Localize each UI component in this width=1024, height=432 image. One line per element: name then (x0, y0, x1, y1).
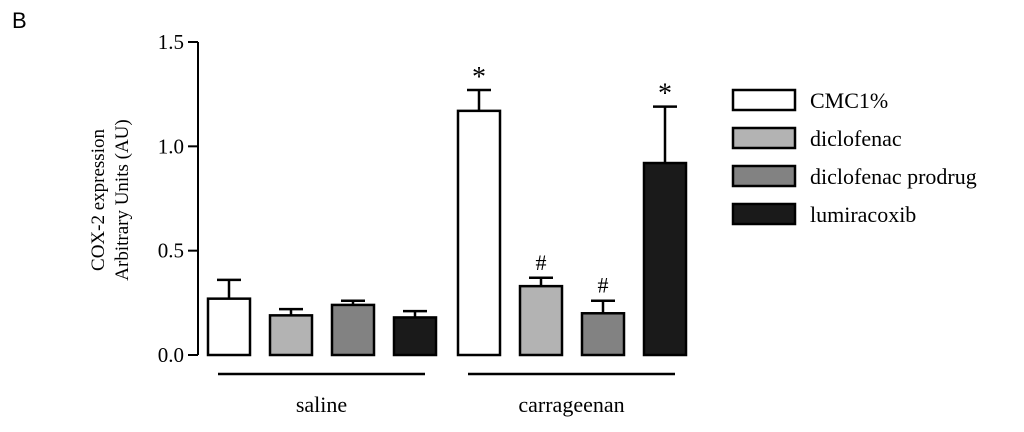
panel-label: B (12, 8, 27, 33)
significance-marker: # (598, 273, 609, 298)
bar (206, 297, 252, 357)
legend-label: diclofenac (810, 126, 902, 151)
legend-label: lumiracoxib (810, 202, 916, 227)
y-axis: 0.0 0.5 1.0 1.5 (158, 30, 199, 367)
legend-swatch (731, 126, 797, 150)
group-label: carrageenan (518, 392, 624, 417)
bar (580, 312, 626, 357)
significance-marker: * (472, 62, 486, 93)
bar (268, 314, 314, 357)
y-axis-label-line1: COX-2 expression (88, 129, 109, 271)
legend-label: diclofenac prodrug (810, 164, 977, 189)
significance-marker: # (536, 250, 547, 275)
legend-swatch (731, 164, 797, 188)
y-tick-label: 1.0 (158, 134, 184, 158)
bars: * # # * (206, 62, 688, 357)
bar (392, 316, 438, 357)
bar (330, 303, 376, 357)
significance-marker: * (658, 79, 672, 110)
legend-label: CMC1% (810, 88, 888, 113)
legend: CMC1% diclofenac diclofenac prodrug lumirac… (731, 88, 977, 227)
y-tick-label: 0.5 (158, 239, 184, 263)
y-tick-label: 0.0 (158, 343, 184, 367)
legend-swatch (731, 202, 797, 226)
bar (518, 284, 564, 357)
group-label: saline (296, 392, 347, 417)
bar (642, 161, 688, 357)
legend-swatch (731, 88, 797, 112)
y-tick-label: 1.5 (158, 30, 184, 54)
y-axis-label-line2: Arbitrary Units (AU) (112, 119, 133, 280)
bar (456, 109, 502, 357)
group-labels: saline carrageenan (218, 372, 675, 417)
